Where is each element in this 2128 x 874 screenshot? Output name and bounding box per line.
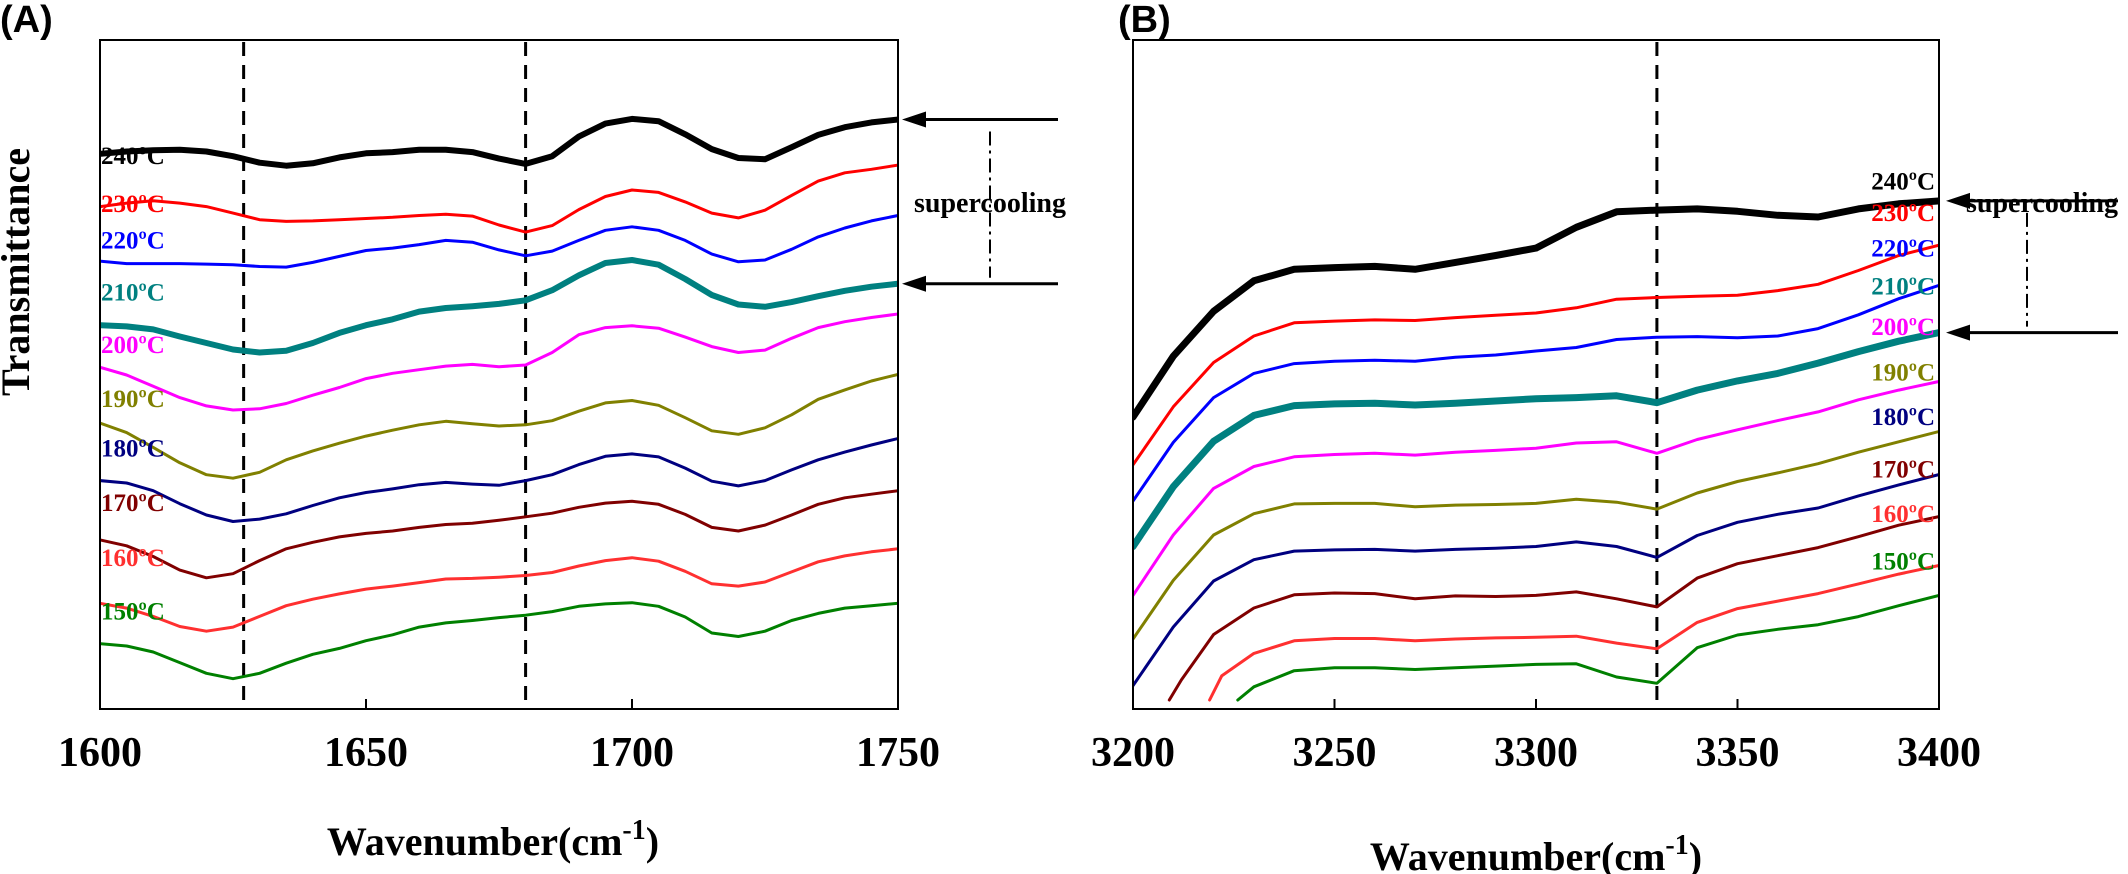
supercooling-annotation: supercooling — [914, 188, 1066, 219]
series-line-190ºC — [1134, 430, 1938, 641]
series-line-180ºC — [1134, 473, 1938, 687]
series-line-200ºC — [101, 312, 897, 412]
series-label: 150ºC — [1871, 548, 1935, 575]
series-label: 200ºC — [1871, 314, 1935, 341]
x-axis-title-b-sup: -1 — [1665, 830, 1688, 861]
series-line-170ºC — [1167, 515, 1938, 702]
x-axis-title-a: Wavenumber(cm-1) — [327, 815, 659, 864]
x-tick-label: 3300 — [1494, 730, 1578, 776]
series-line-170ºC — [101, 489, 897, 580]
x-tick-label: 1600 — [58, 730, 142, 776]
series-label: 210ºC — [1871, 274, 1935, 301]
series-label: 190ºC — [101, 386, 165, 413]
series-line-210ºC — [101, 257, 897, 356]
series-line-200ºC — [1134, 380, 1938, 597]
x-tick-label: 1750 — [856, 730, 940, 776]
x-axis-title-b-close: ) — [1689, 834, 1702, 874]
series-label: 190ºC — [1871, 359, 1935, 386]
series-label: 240ºC — [101, 143, 165, 170]
series-label: 230ºC — [101, 191, 165, 218]
x-axis-title-a-close: ) — [646, 819, 659, 864]
series-line-210ºC — [1134, 329, 1938, 550]
series-label: 220ºC — [101, 228, 165, 255]
series-line-180ºC — [101, 437, 897, 523]
series-label: 160ºC — [101, 545, 165, 572]
x-axis-title-a-sup: -1 — [622, 815, 645, 846]
series-label: 180ºC — [101, 435, 165, 462]
x-tick-label: 3200 — [1091, 730, 1175, 776]
series-label: 230ºC — [1871, 200, 1935, 227]
x-tick-label: 3250 — [1293, 730, 1377, 776]
x-tick-label: 1700 — [590, 730, 674, 776]
series-line-240ºC — [1134, 197, 1938, 421]
arrow-head — [1946, 192, 1970, 209]
series-line-160ºC — [101, 547, 897, 633]
x-axis-title-b-main: Wavenumber(cm — [1370, 834, 1666, 874]
series-label: 220ºC — [1871, 236, 1935, 263]
series-line-220ºC — [1134, 284, 1938, 503]
x-axis-title-b: Wavenumber(cm-1) — [1370, 830, 1702, 874]
plot-area-a: 1600 1650 1700 1750 240ºC 230ºC 220ºC 210ºC 200º… — [58, 39, 1066, 776]
x-axis-title-a-main: Wavenumber(cm — [327, 819, 623, 864]
panel-b: (B) Wavenumber(cm-1) 3200 3250 3300 3350 340… — [1091, 0, 2118, 874]
x-tick-label: 1650 — [324, 730, 408, 776]
arrow-head — [1946, 324, 1970, 341]
series-line-150ºC — [101, 601, 897, 681]
series-label: 200ºC — [101, 332, 165, 359]
series-label: 170ºC — [101, 490, 165, 517]
series-label: 150ºC — [101, 598, 165, 625]
arrow-head — [902, 275, 926, 292]
series-line-150ºC — [1236, 594, 1938, 702]
x-tick-label: 3350 — [1696, 730, 1780, 776]
plot-area-b: 3200 3250 3300 3350 3400 240ºC 230ºC 220ºC 210ºC… — [1091, 39, 2118, 776]
series-line-230ºC — [101, 163, 897, 234]
series-line-240ºC — [101, 115, 897, 169]
plot-frame-a — [99, 39, 899, 710]
series-line-160ºC — [1208, 564, 1938, 702]
series-label: 240ºC — [1871, 168, 1935, 195]
y-axis-title-a: Transmittance — [0, 148, 38, 396]
supercooling-annotation: supercooling — [1966, 188, 2118, 219]
x-tick-label: 3400 — [1897, 730, 1981, 776]
panel-label-b: (B) — [1118, 0, 1171, 41]
series-label: 160ºC — [1871, 501, 1935, 528]
series-line-220ºC — [101, 214, 897, 269]
series-line-230ºC — [1134, 243, 1938, 466]
series-line-190ºC — [101, 373, 897, 480]
series-label: 170ºC — [1871, 456, 1935, 483]
panel-a: (A) Transmittance Wavenumber(cm-1) 1600 1… — [0, 0, 1066, 864]
panel-label-a: (A) — [0, 0, 53, 41]
series-label: 180ºC — [1871, 404, 1935, 431]
arrow-head — [902, 111, 926, 128]
series-label: 210ºC — [101, 279, 165, 306]
